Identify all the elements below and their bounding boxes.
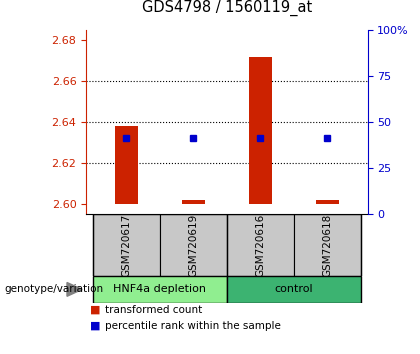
Text: GSM720616: GSM720616: [255, 213, 265, 277]
Bar: [181, 200, 205, 204]
Bar: [315, 200, 339, 204]
Bar: [93, 214, 160, 276]
Bar: [227, 214, 294, 276]
Text: GSM720618: GSM720618: [322, 213, 332, 277]
Text: ■: ■: [90, 305, 101, 315]
Text: percentile rank within the sample: percentile rank within the sample: [105, 321, 281, 331]
Text: GSM720617: GSM720617: [121, 213, 131, 277]
Polygon shape: [67, 282, 82, 296]
Text: GSM720619: GSM720619: [188, 213, 198, 277]
Bar: [294, 214, 361, 276]
Text: ■: ■: [90, 321, 101, 331]
Text: control: control: [275, 284, 313, 295]
Bar: [115, 126, 138, 204]
Text: HNF4a depletion: HNF4a depletion: [113, 284, 206, 295]
Text: genotype/variation: genotype/variation: [4, 284, 103, 295]
Bar: [249, 57, 272, 204]
Bar: [227, 276, 361, 303]
Bar: [160, 214, 227, 276]
Text: transformed count: transformed count: [105, 305, 202, 315]
Text: GDS4798 / 1560119_at: GDS4798 / 1560119_at: [142, 0, 312, 16]
Bar: [93, 276, 227, 303]
